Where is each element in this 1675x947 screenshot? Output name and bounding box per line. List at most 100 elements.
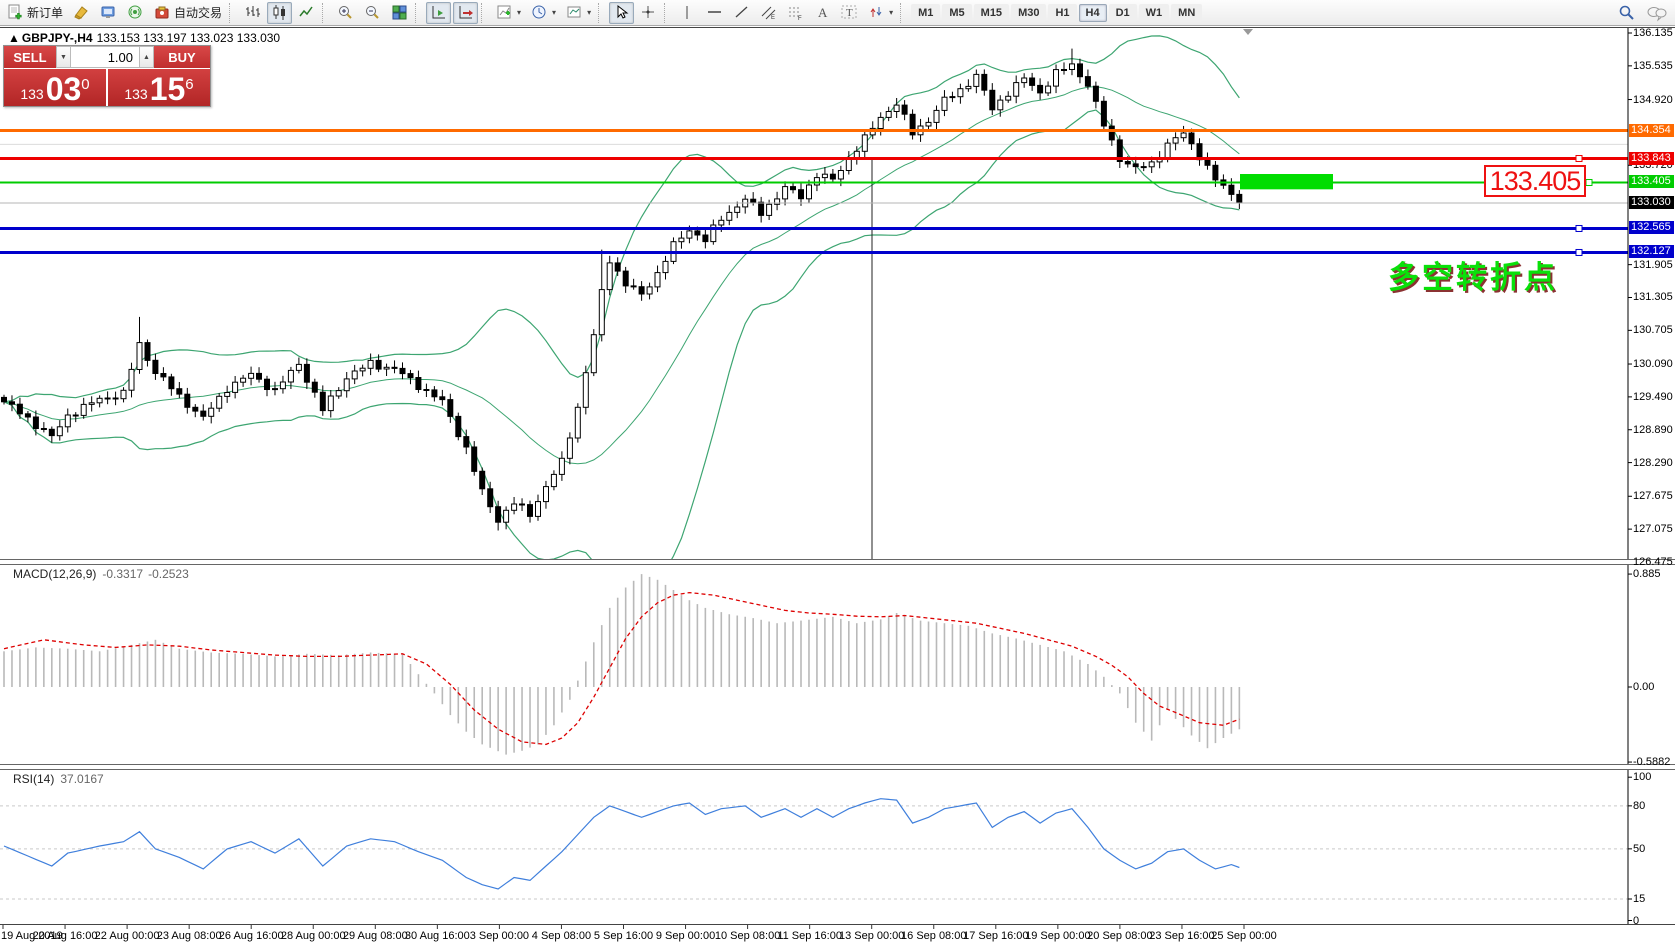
shift-icon: [430, 4, 447, 21]
candle-body: [614, 262, 621, 272]
toolbar-chart-shift-button[interactable]: [426, 1, 452, 24]
rsi-pane[interactable]: [0, 798, 1628, 900]
toolbar-cursor-button[interactable]: [609, 1, 635, 24]
chevron-down-icon[interactable]: ▾: [517, 8, 522, 17]
line-handle[interactable]: [1575, 224, 1583, 232]
chart-annotation-text[interactable]: 多空转折点: [1388, 260, 1558, 295]
toolbar-vertical-line-button[interactable]: [675, 2, 700, 24]
volume-decrease-button[interactable]: ▼: [56, 46, 71, 68]
candle-body: [702, 234, 709, 243]
timeframe-m1-button[interactable]: M1: [911, 3, 941, 22]
time-axis-label: 3 Sep 00:00: [469, 930, 530, 942]
toolbar-auto-scroll-button[interactable]: [453, 1, 479, 24]
timeframe-h4-button[interactable]: H4: [1078, 3, 1107, 22]
toolbar-equidistant-channel-button[interactable]: E: [756, 2, 781, 24]
toolbar-indicators-button[interactable]: ▾: [492, 2, 525, 24]
candle-body: [112, 397, 119, 400]
candle-body: [152, 359, 159, 374]
toolbar-text-button[interactable]: A: [810, 2, 835, 24]
sell-price-display[interactable]: 133 03 0: [4, 69, 106, 106]
candle-body: [646, 286, 653, 295]
rsi-line: [3, 798, 1240, 890]
toolbar-periods-button[interactable]: ▾: [527, 2, 560, 24]
sell-button[interactable]: SELL: [4, 46, 56, 68]
toolbar-search-button[interactable]: [1614, 2, 1640, 24]
candle-body: [80, 403, 87, 416]
line-handle[interactable]: [1575, 248, 1583, 256]
candle-body: [407, 373, 414, 379]
macd-pane[interactable]: [3, 574, 1241, 755]
candle-body: [391, 366, 398, 369]
current-price-badge: 133.030: [1629, 196, 1674, 210]
chevron-down-icon[interactable]: ▾: [587, 8, 592, 17]
clock-icon: [531, 4, 548, 21]
toolbar-bar-chart-button[interactable]: [240, 2, 265, 24]
toolbar-broadcast-button[interactable]: [123, 2, 148, 24]
toolbar-text-label-button[interactable]: T: [837, 2, 862, 24]
toolbar-horizontal-line-button[interactable]: [702, 2, 727, 24]
candle-body: [9, 401, 15, 405]
toolbar-market-watch-button[interactable]: [96, 2, 121, 24]
line-handle[interactable]: [1585, 178, 1593, 186]
autotrading-icon: [154, 4, 171, 21]
price-line-badge: 132.127: [1629, 245, 1674, 259]
toolbar-tile-windows-button[interactable]: [387, 2, 412, 24]
toolbar-candle-chart-button[interactable]: [267, 1, 293, 24]
toolbar-zoom-out-button[interactable]: [360, 2, 385, 24]
candle-body: [1, 396, 7, 403]
candle-body: [813, 177, 820, 186]
candle-body: [279, 381, 286, 390]
toolbar-fibonacci-button[interactable]: F: [783, 2, 808, 24]
candle-body: [128, 368, 135, 391]
toolbar-crosshair-button[interactable]: [636, 2, 661, 24]
toolbar-zoom-in-button[interactable]: [333, 2, 358, 24]
chevron-down-icon[interactable]: ▾: [552, 8, 557, 17]
candle-body: [798, 189, 804, 200]
candle-body: [192, 406, 199, 412]
chevron-down-icon[interactable]: ▾: [889, 8, 894, 17]
chart-shift-marker-icon[interactable]: [1243, 29, 1253, 35]
volume-input[interactable]: 1.00: [71, 46, 139, 68]
time-axis-label: 23 Sep 16:00: [1149, 930, 1215, 942]
timeframe-d1-button[interactable]: D1: [1108, 3, 1137, 22]
toolbar-arrows-button[interactable]: ▾: [864, 2, 897, 24]
toolbar-community-button[interactable]: [1642, 2, 1672, 24]
candle-body: [1116, 139, 1123, 162]
buy-price-display[interactable]: 133 15 6: [108, 69, 210, 106]
price-callout-label[interactable]: 133.405: [1484, 165, 1586, 197]
time-axis-label: 23 Aug 08:00: [156, 930, 222, 942]
timeframe-w1-button[interactable]: W1: [1138, 3, 1170, 22]
timeframe-h1-button[interactable]: H1: [1048, 3, 1077, 22]
toolbar-eraser-button[interactable]: [69, 2, 94, 24]
macd-pane-separator[interactable]: [0, 559, 1675, 565]
toolbar-line-chart-button[interactable]: [294, 2, 319, 24]
main-price-pane[interactable]: [0, 35, 1628, 611]
toolbar-trendline-button[interactable]: [729, 2, 754, 24]
candle-body: [48, 428, 55, 437]
timeframe-mn-button[interactable]: MN: [1171, 3, 1203, 22]
candle-body: [885, 111, 892, 118]
candle-body: [375, 359, 382, 370]
line-handle[interactable]: [1575, 155, 1583, 163]
volume-increase-button[interactable]: ▲: [139, 46, 154, 68]
buy-button[interactable]: BUY: [154, 46, 210, 68]
main-toolbar: 新订单 自动交易 ▾ ▾ ▾ E F A T ▾ M1 M5 M15 M30 H1 H4 D1 W1 MN: [0, 0, 1675, 26]
toolbar-new-order-button[interactable]: 新订单: [3, 2, 67, 24]
toolbar-button-label: 自动交易: [174, 6, 223, 20]
candle-body: [925, 121, 932, 127]
highlight-rectangle-object[interactable]: [1240, 174, 1333, 190]
candle-body: [774, 198, 781, 205]
timeframe-m30-button[interactable]: M30: [1011, 3, 1047, 22]
candle-body: [495, 506, 502, 523]
timeframe-m5-button[interactable]: M5: [942, 3, 972, 22]
timeframe-m15-button[interactable]: M15: [973, 3, 1010, 22]
candle-body: [1204, 159, 1211, 166]
rsi-pane-separator[interactable]: [0, 764, 1675, 770]
toolbar-auto-trading-button[interactable]: 自动交易: [150, 2, 226, 24]
candle-body: [40, 428, 47, 430]
collapse-panel-icon[interactable]: ▲: [8, 31, 20, 45]
toolbar-templates-button[interactable]: ▾: [562, 2, 595, 24]
time-axis-label: 28 Aug 00:00: [280, 930, 346, 942]
candle-body: [88, 402, 95, 405]
